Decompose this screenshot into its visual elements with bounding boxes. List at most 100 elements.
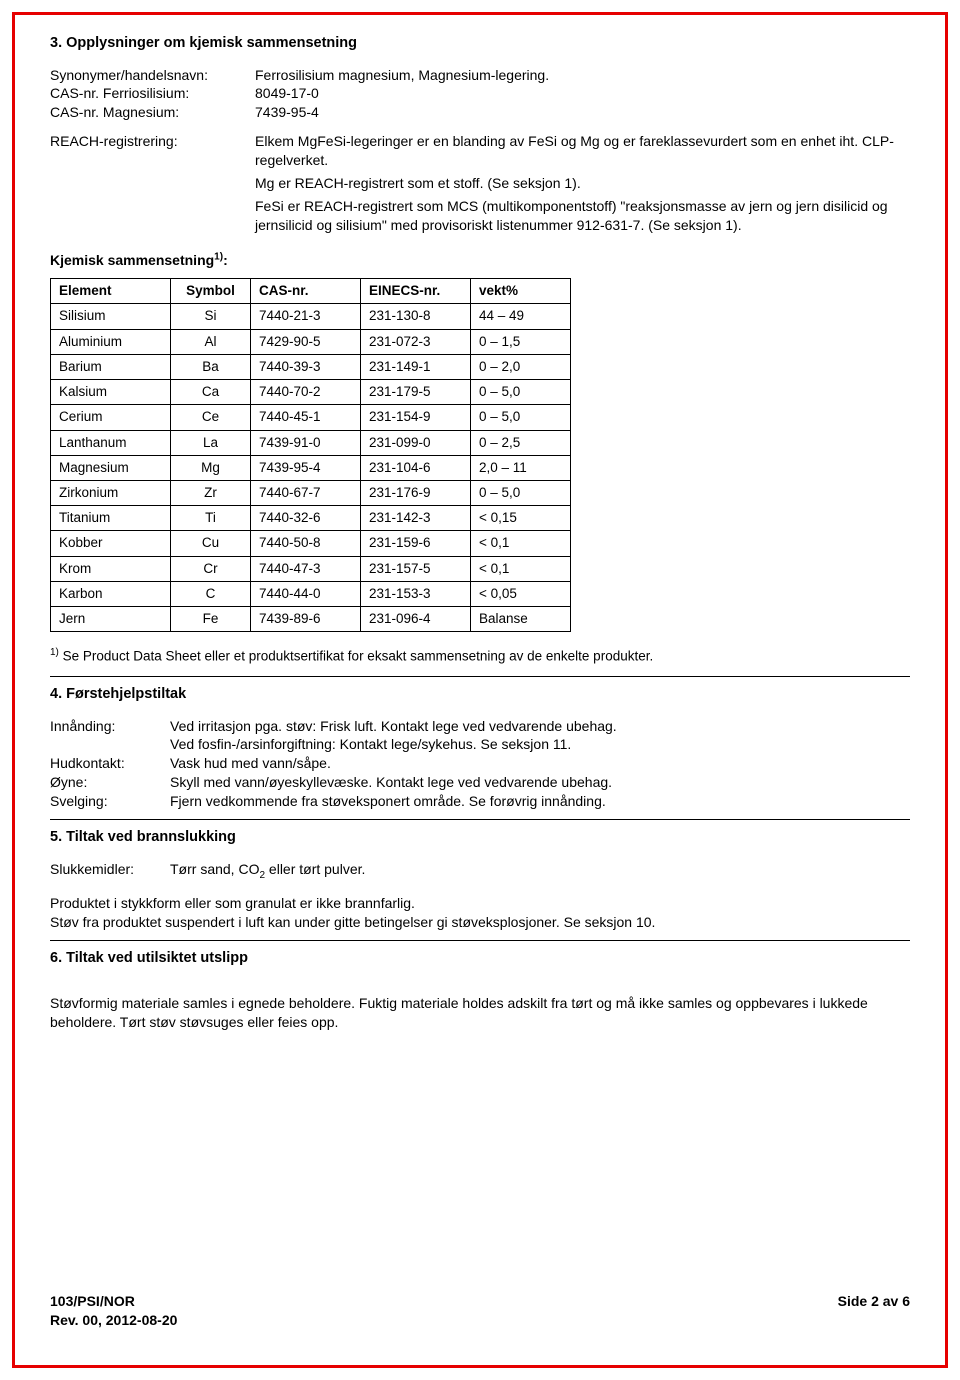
footer-page: Side 2 av 6: [838, 1292, 910, 1330]
cell-element: Krom: [51, 556, 171, 581]
cas-mg-value: 7439-95-4: [255, 103, 910, 122]
cell-element: Titanium: [51, 506, 171, 531]
cell-element: Kobber: [51, 531, 171, 556]
cell-element: Aluminium: [51, 329, 171, 354]
hud-label: Hudkontakt:: [50, 754, 170, 773]
composition-heading-prefix: Kjemisk sammensetning: [50, 252, 214, 268]
cell-einecs: 231-099-0: [361, 430, 471, 455]
cell-vekt: < 0,1: [471, 556, 571, 581]
cell-vekt: Balanse: [471, 607, 571, 632]
table-row: KarbonC7440-44-0231-153-3< 0,05: [51, 581, 571, 606]
divider-3-4: [50, 676, 910, 677]
col-element: Element: [51, 279, 171, 304]
footer-rev: Rev. 00, 2012-08-20: [50, 1311, 177, 1330]
footer-left: 103/PSI/NOR Rev. 00, 2012-08-20: [50, 1292, 177, 1330]
cell-einecs: 231-159-6: [361, 531, 471, 556]
cell-element: Silisium: [51, 304, 171, 329]
cell-element: Cerium: [51, 405, 171, 430]
cell-einecs: 231-179-5: [361, 380, 471, 405]
cell-einecs: 231-104-6: [361, 455, 471, 480]
cell-symbol: Ca: [171, 380, 251, 405]
table-row: LanthanumLa7439-91-0231-099-00 – 2,5: [51, 430, 571, 455]
oyne-value: Skyll med vann/øyeskyllevæske. Kontakt l…: [170, 773, 910, 792]
cell-einecs: 231-176-9: [361, 480, 471, 505]
cell-einecs: 231-130-8: [361, 304, 471, 329]
cell-symbol: Ce: [171, 405, 251, 430]
col-cas: CAS-nr.: [251, 279, 361, 304]
composition-header-row: Element Symbol CAS-nr. EINECS-nr. vekt%: [51, 279, 571, 304]
section6-title: 6. Tiltak ved utilsiktet utslipp: [50, 949, 910, 969]
slukk-label: Slukkemidler:: [50, 860, 170, 882]
cell-cas: 7440-32-6: [251, 506, 361, 531]
divider-4-5: [50, 819, 910, 820]
footnote-text: Se Product Data Sheet eller et produktse…: [59, 649, 653, 664]
cell-symbol: Ti: [171, 506, 251, 531]
svelg-label: Svelging:: [50, 792, 170, 811]
cell-vekt: 0 – 5,0: [471, 405, 571, 430]
cell-einecs: 231-157-5: [361, 556, 471, 581]
cell-cas: 7440-39-3: [251, 354, 361, 379]
cell-vekt: 0 – 1,5: [471, 329, 571, 354]
svelg-value: Fjern vedkommende fra støveksponert områ…: [170, 792, 910, 811]
col-vekt: vekt%: [471, 279, 571, 304]
cell-symbol: Zr: [171, 480, 251, 505]
cell-symbol: Ba: [171, 354, 251, 379]
cell-element: Karbon: [51, 581, 171, 606]
cell-symbol: La: [171, 430, 251, 455]
section3-identifiers: Synonymer/handelsnavn: Ferrosilisium mag…: [50, 66, 910, 123]
section5-title: 5. Tiltak ved brannslukking: [50, 828, 910, 848]
cell-vekt: 2,0 – 11: [471, 455, 571, 480]
cell-symbol: C: [171, 581, 251, 606]
page-content: 3. Opplysninger om kjemisk sammensetning…: [50, 34, 910, 1330]
section4-title: 4. Førstehjelpstiltak: [50, 685, 910, 705]
cell-cas: 7440-47-3: [251, 556, 361, 581]
oyne-label: Øyne:: [50, 773, 170, 792]
section6-p1: Støvformig materiale samles i egnede beh…: [50, 994, 910, 1032]
section5-slukk: Slukkemidler: Tørr sand, CO2 eller tørt …: [50, 860, 910, 882]
table-row: BariumBa7440-39-3231-149-10 – 2,0: [51, 354, 571, 379]
cell-symbol: Si: [171, 304, 251, 329]
cell-vekt: 44 – 49: [471, 304, 571, 329]
synonym-label: Synonymer/handelsnavn:: [50, 66, 255, 85]
reach-label: REACH-registrering:: [50, 132, 255, 238]
table-row: ZirkoniumZr7440-67-7231-176-90 – 5,0: [51, 480, 571, 505]
cell-symbol: Cr: [171, 556, 251, 581]
cas-mg-label: CAS-nr. Magnesium:: [50, 103, 255, 122]
cell-einecs: 231-096-4: [361, 607, 471, 632]
reach-p3: FeSi er REACH-registrert som MCS (multik…: [255, 197, 900, 235]
cell-vekt: 0 – 2,5: [471, 430, 571, 455]
cell-cas: 7440-50-8: [251, 531, 361, 556]
cell-vekt: 0 – 2,0: [471, 354, 571, 379]
cell-cas: 7439-91-0: [251, 430, 361, 455]
slukk-value: Tørr sand, CO2 eller tørt pulver.: [170, 860, 910, 882]
divider-5-6: [50, 940, 910, 941]
table-row: KobberCu7440-50-8231-159-6< 0,1: [51, 531, 571, 556]
composition-heading-sup: 1): [214, 252, 223, 263]
hud-value: Vask hud med vann/såpe.: [170, 754, 910, 773]
table-row: MagnesiumMg7439-95-4231-104-62,0 – 11: [51, 455, 571, 480]
cell-vekt: 0 – 5,0: [471, 380, 571, 405]
composition-footnote: 1) Se Product Data Sheet eller et produk…: [50, 646, 910, 666]
cell-element: Zirkonium: [51, 480, 171, 505]
cell-cas: 7440-45-1: [251, 405, 361, 430]
section4-list: Innånding: Ved irritasjon pga. støv: Fri…: [50, 717, 910, 811]
cell-vekt: < 0,05: [471, 581, 571, 606]
cell-einecs: 231-149-1: [361, 354, 471, 379]
reach-p1: Elkem MgFeSi-legeringer er en blanding a…: [255, 132, 900, 170]
cell-cas: 7439-95-4: [251, 455, 361, 480]
table-row: AluminiumAl7429-90-5231-072-30 – 1,5: [51, 329, 571, 354]
slukk-suffix: eller tørt pulver.: [265, 861, 365, 877]
page-footer: 103/PSI/NOR Rev. 00, 2012-08-20 Side 2 a…: [50, 1292, 910, 1330]
footnote-sup: 1): [50, 647, 59, 658]
cas-ferro-label: CAS-nr. Ferriosilisium:: [50, 84, 255, 103]
cell-einecs: 231-154-9: [361, 405, 471, 430]
slukk-prefix: Tørr sand, CO: [170, 861, 259, 877]
reach-p2: Mg er REACH-registrert som et stoff. (Se…: [255, 174, 900, 193]
cell-symbol: Mg: [171, 455, 251, 480]
composition-heading-suffix: :: [223, 252, 228, 268]
cell-vekt: 0 – 5,0: [471, 480, 571, 505]
table-row: CeriumCe7440-45-1231-154-90 – 5,0: [51, 405, 571, 430]
innanding-l2: Ved fosfin-/arsinforgiftning: Kontakt le…: [170, 735, 910, 754]
cas-ferro-value: 8049-17-0: [255, 84, 910, 103]
section5-p2: Støv fra produktet suspendert i luft kan…: [50, 913, 910, 932]
